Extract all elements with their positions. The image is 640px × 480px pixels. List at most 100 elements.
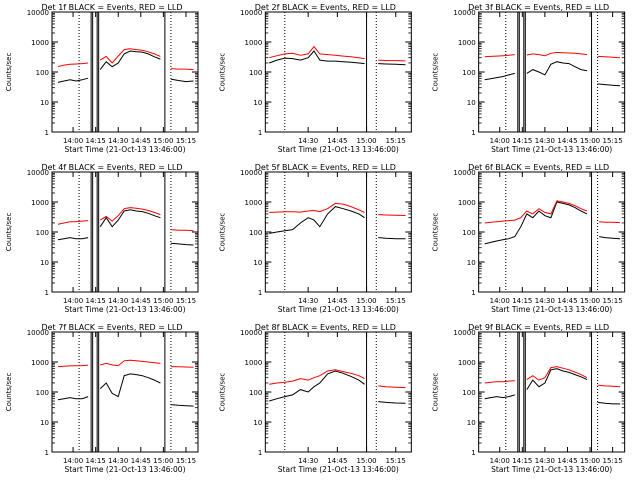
y-tick-label: 10000 [453, 169, 475, 177]
x-tick-label: 14:30 [535, 137, 555, 145]
x-tick-label: 15:15 [386, 457, 406, 465]
x-tick-label: 14:45 [327, 457, 347, 465]
series-events-line [57, 237, 89, 241]
x-tick-label: 14:45 [327, 137, 347, 145]
x-tick-label: 15:00 [580, 457, 600, 465]
chart-panel: Det 4f BLACK = Events, RED = LLD 1 10 100 10… [5, 163, 199, 314]
series-lld-line [99, 207, 161, 222]
x-tick-label: 14:30 [108, 457, 128, 465]
y-tick-label: 1 [258, 289, 262, 297]
series-events-line [378, 237, 406, 240]
x-tick-label: 15:00 [153, 297, 173, 305]
chart-title: Det 1f BLACK = Events, RED = LLD [41, 3, 182, 12]
y-tick-label: 100 [462, 69, 475, 77]
series-lld-line [597, 55, 621, 59]
x-tick-label: 15:15 [386, 137, 406, 145]
plot-frame [264, 11, 412, 133]
y-tick-label: 100 [462, 229, 475, 237]
series-lld-line [269, 202, 365, 213]
y-tick-label: 10 [467, 419, 476, 427]
chart-title: Det 5f BLACK = Events, RED = LLD [255, 163, 396, 172]
y-tick-label: 100 [249, 69, 262, 77]
series-events-line [597, 83, 621, 87]
series-lld-line [526, 366, 588, 381]
x-tick-label: 14:15 [512, 457, 532, 465]
x-tick-label: 15:00 [356, 137, 376, 145]
x-tick-label: 14:45 [327, 297, 347, 305]
plot-frame [264, 171, 412, 293]
chart-panel: Det 6f BLACK = Events, RED = LLD 1 10 100 10… [432, 163, 626, 314]
x-tick-label: 14:30 [298, 137, 318, 145]
series-events-line [378, 401, 406, 404]
x-tick-label: 15:00 [153, 457, 173, 465]
chart-title: Det 7f BLACK = Events, RED = LLD [41, 323, 182, 332]
x-tick-label: 14:00 [63, 457, 83, 465]
x-tick-label: 15:15 [176, 137, 196, 145]
x-tick-label: 14:30 [535, 457, 555, 465]
chart-title: Det 2f BLACK = Events, RED = LLD [255, 3, 396, 12]
y-axis-label: Counts/sec [218, 213, 226, 252]
series-lld-line [57, 62, 89, 68]
series-lld-line [170, 229, 194, 232]
x-tick-label: 14:30 [298, 297, 318, 305]
x-tick-label: 15:00 [580, 297, 600, 305]
x-tick-label: 15:15 [603, 297, 623, 305]
y-tick-label: 100 [249, 389, 262, 397]
x-axis-label: Start Time (21-Oct-13 13:46:00) [64, 465, 185, 474]
y-tick-label: 10 [467, 99, 476, 107]
x-tick-label: 14:30 [108, 297, 128, 305]
y-axis-label: Counts/sec [5, 373, 13, 412]
x-tick-label: 14:30 [535, 297, 555, 305]
x-tick-label: 14:00 [63, 137, 83, 145]
x-tick-label: 14:45 [131, 297, 151, 305]
chart-title: Det 9f BLACK = Events, RED = LLD [468, 323, 609, 332]
series-lld-line [170, 366, 194, 368]
series-events-line [99, 209, 161, 228]
series-lld-line [526, 51, 588, 57]
plot-frame [478, 11, 626, 133]
plot-frame [478, 171, 626, 293]
series-lld-line [599, 221, 621, 224]
x-tick-label: 14:45 [557, 457, 577, 465]
y-tick-label: 1000 [458, 199, 476, 207]
y-tick-label: 1000 [458, 359, 476, 367]
chart-title: Det 3f BLACK = Events, RED = LLD [468, 3, 609, 12]
plot-frame [51, 331, 199, 453]
y-tick-label: 10000 [240, 169, 262, 177]
y-tick-label: 1 [45, 449, 49, 457]
y-tick-label: 10 [40, 99, 49, 107]
series-lld-line [597, 384, 621, 388]
series-events-line [526, 368, 588, 390]
x-tick-label: 14:15 [512, 297, 532, 305]
y-tick-label: 10000 [240, 329, 262, 337]
series-events-line [378, 63, 406, 66]
y-tick-label: 1000 [31, 199, 49, 207]
x-tick-label: 14:45 [557, 297, 577, 305]
x-tick-label: 15:00 [356, 297, 376, 305]
x-tick-label: 15:00 [580, 137, 600, 145]
x-tick-label: 14:15 [86, 457, 106, 465]
series-lld-line [269, 369, 365, 385]
x-tick-label: 14:15 [512, 137, 532, 145]
chart-panel: Det 8f BLACK = Events, RED = LLD 1 10 100 10… [218, 323, 412, 474]
series-lld-line [484, 54, 515, 58]
y-tick-label: 1000 [458, 39, 476, 47]
y-axis-label: Counts/sec [432, 53, 440, 92]
series-lld-line [484, 380, 515, 384]
chart-panel: Det 7f BLACK = Events, RED = LLD 1 10 100 10… [5, 323, 199, 474]
chart-panel: Det 2f BLACK = Events, RED = LLD 1 10 100 10… [218, 3, 412, 154]
y-tick-label: 100 [249, 229, 262, 237]
y-axis-label: Counts/sec [5, 53, 13, 92]
x-tick-label: 14:45 [557, 137, 577, 145]
y-tick-label: 10 [40, 419, 49, 427]
series-events-line [99, 50, 161, 70]
y-tick-label: 1000 [31, 359, 49, 367]
plot-frame [51, 11, 199, 133]
y-tick-label: 1 [45, 289, 49, 297]
series-events-line [597, 401, 621, 405]
chart-title: Det 6f BLACK = Events, RED = LLD [468, 163, 609, 172]
series-lld-line [378, 59, 406, 62]
series-lld-line [57, 220, 89, 225]
y-tick-label: 100 [36, 389, 49, 397]
series-events-line [170, 78, 194, 83]
